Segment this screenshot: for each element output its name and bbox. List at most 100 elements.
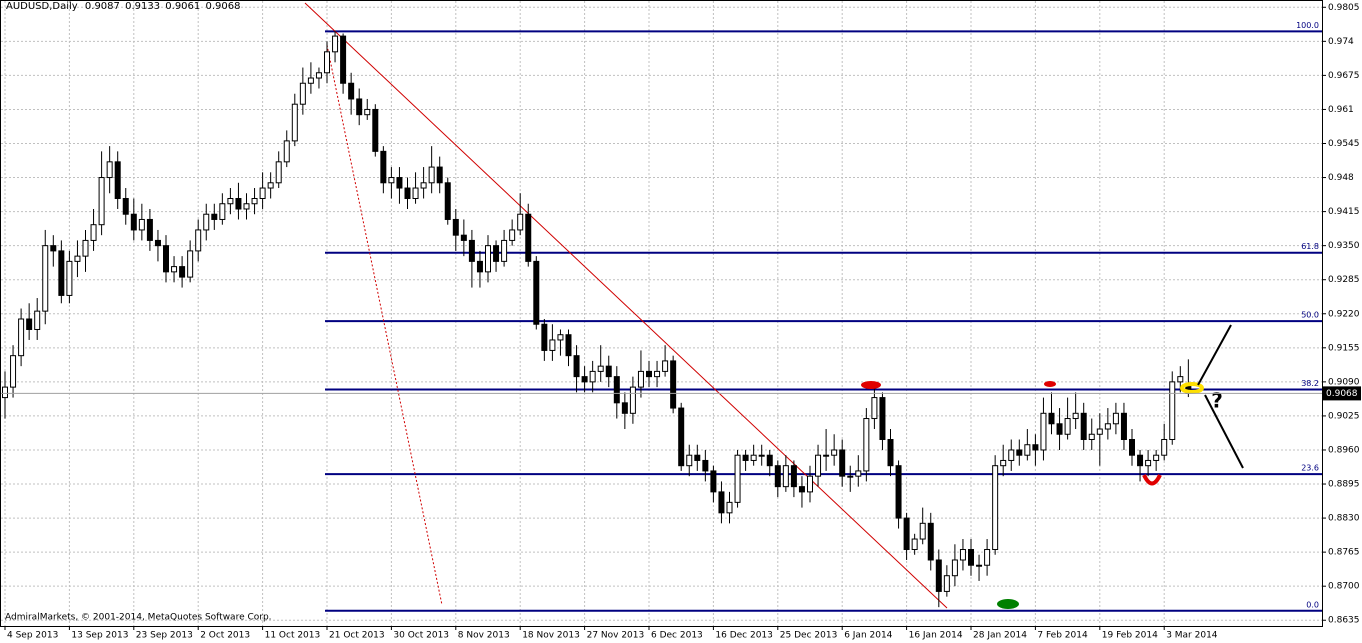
candle-body — [348, 82, 355, 100]
fibonacci: 100.0 61.8 50.0 38.2 23.6 0.0 — [325, 21, 1322, 612]
marker — [997, 599, 1019, 609]
marker — [1180, 382, 1204, 394]
candle-body — [283, 140, 290, 163]
candle-body — [501, 239, 508, 262]
candle-body — [146, 218, 153, 241]
fibo-label: 0.0 — [1306, 600, 1319, 609]
candle-body — [879, 397, 886, 440]
copyright: AdmiralMarkets, © 2001-2014, MetaQuotes … — [5, 613, 272, 623]
candle-body — [976, 564, 983, 567]
candle-body — [597, 365, 604, 372]
scenario-down — [1204, 394, 1244, 469]
candle-body — [662, 360, 669, 372]
candle-body — [1024, 444, 1031, 456]
fibo-label: 100.0 — [1296, 21, 1319, 30]
candle-body — [1072, 412, 1079, 420]
annotation: ? — [1211, 389, 1223, 413]
candle-body — [702, 459, 709, 472]
y-tick-label: 0.9350 — [1328, 241, 1360, 251]
candle-body — [1169, 381, 1176, 440]
candle-body — [1040, 412, 1047, 451]
y-tick-label: 0.9155 — [1328, 343, 1360, 353]
candle-body — [1056, 423, 1063, 435]
y-tick-label: 0.8830 — [1328, 514, 1360, 524]
candle-body — [324, 51, 330, 74]
candle-body — [823, 454, 830, 457]
y-tick-label: 0.9025 — [1328, 411, 1360, 421]
candle-body — [211, 213, 218, 220]
candle-body — [903, 517, 910, 551]
y-tick-label: 0.8635 — [1328, 616, 1360, 626]
candle-body — [452, 218, 459, 236]
candle-body — [774, 465, 781, 488]
candle-body — [275, 161, 282, 184]
x-tick-label: 19 Feb 2014 — [1102, 631, 1158, 641]
candle-body — [951, 559, 958, 577]
y-tick-label: 0.9545 — [1328, 139, 1360, 149]
candle-body — [613, 376, 620, 404]
x-tick-label: 13 Sep 2013 — [71, 631, 128, 641]
candle-body — [1129, 438, 1135, 456]
candle-body — [444, 182, 451, 220]
candle-body — [122, 198, 129, 215]
candle-body — [219, 203, 226, 220]
axes: 0.9805 0.974 0.9675 0.961 0.9545 0.948 0.9415 0… — [1, 3, 1361, 641]
candle-body — [251, 198, 258, 205]
candle-body — [815, 454, 822, 477]
candle-body — [291, 103, 298, 142]
candle-body — [396, 177, 403, 189]
candle-body — [573, 355, 580, 378]
candle-body — [171, 266, 178, 273]
candle-body — [195, 229, 202, 252]
candle-body — [259, 187, 266, 200]
candle-body — [468, 239, 475, 262]
x-tick-label: 23 Sep 2013 — [136, 631, 193, 641]
candle-body — [1120, 412, 1127, 440]
candle-body — [1016, 449, 1023, 456]
candle-body — [340, 35, 347, 84]
candle-body — [646, 370, 652, 378]
x-tick-label: 30 Oct 2013 — [393, 631, 449, 641]
high-value: 0.9133 — [125, 1, 160, 12]
y-tick-label: 0.961 — [1328, 105, 1354, 115]
candle-body — [1064, 418, 1071, 435]
x-tick-label: 28 Jan 2014 — [973, 631, 1027, 641]
candle-body — [927, 522, 934, 561]
x-tick-label: 11 Oct 2013 — [265, 631, 321, 641]
candle-body — [364, 108, 371, 116]
chart-title: AUDUSD,Daily — [6, 1, 78, 12]
y-tick-label: 0.8960 — [1328, 445, 1360, 455]
candle-body — [605, 365, 612, 378]
candle-body — [541, 323, 548, 351]
candles — [2, 30, 1192, 608]
candle-body — [1153, 454, 1160, 461]
x-tick-label: 7 Feb 2014 — [1037, 631, 1088, 641]
open-value: 0.9087 — [85, 1, 120, 12]
candle-body — [943, 575, 950, 592]
candle-body — [436, 166, 443, 184]
chart-header: AUDUSD,Daily 0.9087 0.9133 0.9061 0.9068 — [6, 1, 240, 12]
y-tick-label: 0.9675 — [1328, 71, 1360, 81]
candle-body — [895, 465, 902, 519]
scenario-up — [1197, 324, 1232, 386]
candle-body — [831, 449, 838, 456]
candle-body — [1145, 459, 1152, 467]
candle-body — [235, 198, 242, 210]
candle-body — [106, 161, 113, 179]
candle-body — [1177, 376, 1184, 383]
candle-body — [493, 245, 500, 262]
y-tick-label: 0.8700 — [1328, 582, 1360, 592]
fibo-label: 61.8 — [1301, 242, 1319, 251]
candle-body — [1008, 449, 1015, 461]
candle-body — [1104, 423, 1111, 430]
candle-body — [968, 549, 974, 566]
candle-body — [18, 318, 25, 357]
candle-body — [42, 245, 49, 312]
y-tick-label: 0.9220 — [1328, 309, 1360, 319]
candle-body — [90, 224, 97, 241]
candle-body — [654, 370, 661, 378]
candle-body — [871, 397, 878, 420]
x-tick-label: 18 Nov 2013 — [522, 631, 580, 641]
candle-body — [959, 549, 966, 561]
